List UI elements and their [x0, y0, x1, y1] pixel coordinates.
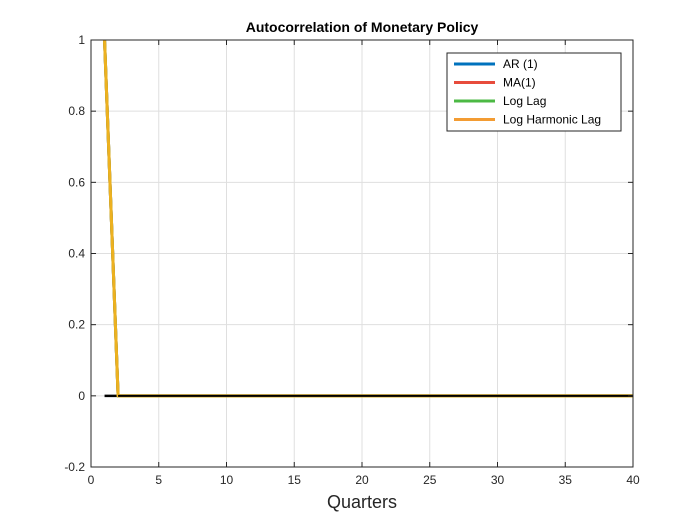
x-tick-label: 15: [288, 473, 302, 487]
y-tick-label: 0.6: [68, 175, 85, 189]
x-tick-label: 25: [423, 473, 437, 487]
x-tick-label: 30: [491, 473, 505, 487]
legend-entry: Log Lag: [503, 94, 546, 108]
x-tick-label: 5: [155, 473, 162, 487]
series-group: [103, 39, 633, 398]
y-tick-label: 0.2: [68, 318, 85, 332]
y-tick-label: 0.4: [68, 247, 85, 261]
x-tick-label: 0: [88, 473, 95, 487]
y-tick-label: -0.2: [64, 460, 85, 474]
x-axis-label: Quarters: [327, 492, 397, 512]
y-tick-label: 0.8: [68, 104, 85, 118]
x-tick-label: 20: [355, 473, 369, 487]
chart-title: Autocorrelation of Monetary Policy: [246, 19, 479, 35]
y-tick-label: 0: [78, 389, 85, 403]
x-tick-label: 10: [220, 473, 234, 487]
legend-entry: MA(1): [503, 76, 536, 90]
legend-entry: AR (1): [503, 57, 538, 71]
legend: AR (1) MA(1) Log Lag Log Harmonic Lag: [446, 52, 622, 132]
legend-entry: Log Harmonic Lag: [503, 113, 601, 127]
x-tick-label: 35: [559, 473, 573, 487]
x-tick-label: 40: [626, 473, 640, 487]
y-tick-label: 1: [78, 33, 85, 47]
axis-ticks: 0 5 10 15 20 25 30 35 40-0.200.20.40.60.81: [64, 33, 640, 487]
